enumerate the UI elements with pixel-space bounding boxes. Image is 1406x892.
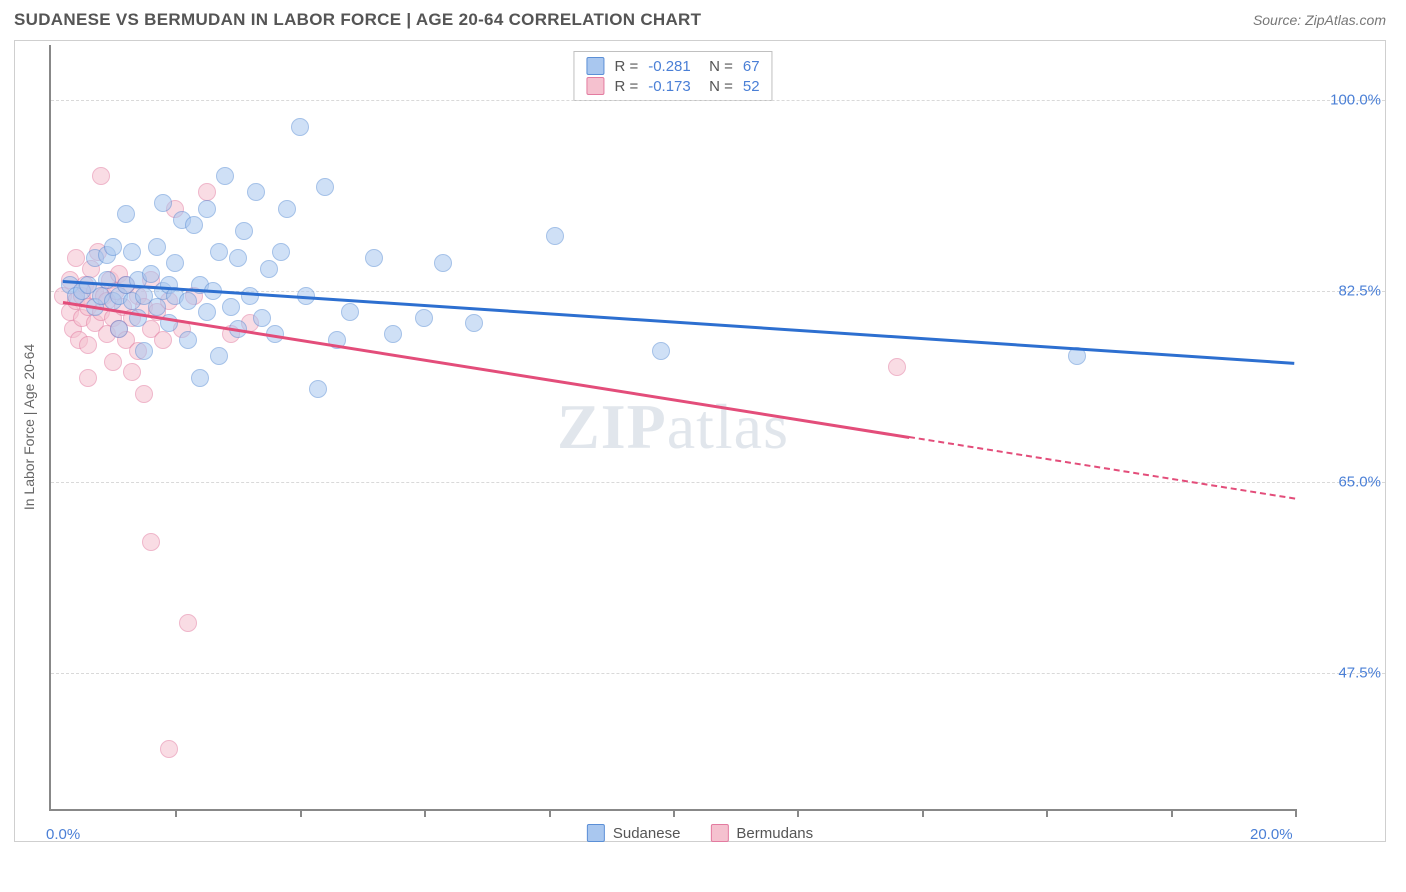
data-point xyxy=(98,271,116,289)
data-point xyxy=(179,614,197,632)
watermark: ZIPatlas xyxy=(557,390,789,464)
data-point xyxy=(415,309,433,327)
data-point xyxy=(652,342,670,360)
legend-row: R = -0.173 N = 52 xyxy=(586,76,759,96)
data-point xyxy=(117,205,135,223)
data-point xyxy=(253,309,271,327)
data-point xyxy=(278,200,296,218)
legend-r-value: -0.281 xyxy=(648,58,691,75)
data-point xyxy=(272,243,290,261)
data-point xyxy=(235,222,253,240)
correlation-legend: R = -0.281 N = 67 R = -0.173 N = 52 xyxy=(573,51,772,101)
legend-n-value: 67 xyxy=(743,58,760,75)
data-point xyxy=(79,369,97,387)
data-point xyxy=(434,254,452,272)
legend-swatch xyxy=(586,57,604,75)
data-point xyxy=(179,292,197,310)
data-point xyxy=(229,249,247,267)
y-tick-label: 65.0% xyxy=(1301,473,1381,490)
x-tick xyxy=(797,809,799,817)
data-point xyxy=(135,385,153,403)
chart-container: In Labor Force | Age 20-64 ZIPatlas R =-… xyxy=(14,40,1386,842)
x-tick xyxy=(922,809,924,817)
data-point xyxy=(198,200,216,218)
data-point xyxy=(123,243,141,261)
data-point xyxy=(546,227,564,245)
data-point xyxy=(110,320,128,338)
legend-r-value: -0.173 xyxy=(648,78,691,95)
legend-item: Sudanese xyxy=(587,824,681,842)
legend-swatch xyxy=(586,77,604,95)
data-point xyxy=(316,178,334,196)
chart-title: SUDANESE VS BERMUDAN IN LABOR FORCE | AG… xyxy=(14,10,701,30)
y-axis-title: In Labor Force | Age 20-64 xyxy=(21,344,37,510)
data-point xyxy=(123,363,141,381)
legend-swatch xyxy=(710,824,728,842)
source-label: Source: ZipAtlas.com xyxy=(1253,12,1386,28)
gridline xyxy=(51,100,1385,101)
data-point xyxy=(465,314,483,332)
legend-n-value: 52 xyxy=(743,78,760,95)
data-point xyxy=(260,260,278,278)
data-point xyxy=(104,353,122,371)
x-tick xyxy=(424,809,426,817)
x-tick xyxy=(1295,809,1297,817)
x-tick xyxy=(1171,809,1173,817)
data-point xyxy=(67,249,85,267)
trend-line xyxy=(909,436,1295,499)
data-point xyxy=(291,118,309,136)
plot-area: In Labor Force | Age 20-64 ZIPatlas R =-… xyxy=(49,45,1295,811)
data-point xyxy=(341,303,359,321)
data-point xyxy=(148,238,166,256)
y-tick-label: 47.5% xyxy=(1301,664,1381,681)
data-point xyxy=(154,194,172,212)
trend-line xyxy=(63,301,909,438)
data-point xyxy=(185,216,203,234)
data-point xyxy=(888,358,906,376)
data-point xyxy=(179,331,197,349)
series-legend: Sudanese Bermudans xyxy=(587,824,813,842)
data-point xyxy=(241,287,259,305)
data-point xyxy=(222,298,240,316)
data-point xyxy=(191,369,209,387)
data-point xyxy=(104,238,122,256)
data-point xyxy=(142,265,160,283)
data-point xyxy=(210,243,228,261)
x-axis-min-label: 0.0% xyxy=(46,826,80,843)
legend-r-label: R = xyxy=(614,58,638,75)
legend-r-label: R = xyxy=(614,78,638,95)
x-tick xyxy=(549,809,551,817)
y-tick-label: 82.5% xyxy=(1301,282,1381,299)
x-tick xyxy=(1046,809,1048,817)
legend-swatch xyxy=(587,824,605,842)
data-point xyxy=(135,342,153,360)
data-point xyxy=(384,325,402,343)
data-point xyxy=(92,167,110,185)
data-point xyxy=(166,254,184,272)
legend-label: Sudanese xyxy=(613,825,681,842)
x-tick xyxy=(300,809,302,817)
data-point xyxy=(309,380,327,398)
data-point xyxy=(198,303,216,321)
data-point xyxy=(154,331,172,349)
x-axis-max-label: 20.0% xyxy=(1250,826,1293,843)
data-point xyxy=(247,183,265,201)
data-point xyxy=(142,533,160,551)
data-point xyxy=(216,167,234,185)
legend-label: Bermudans xyxy=(736,825,813,842)
data-point xyxy=(210,347,228,365)
data-point xyxy=(160,740,178,758)
gridline xyxy=(51,673,1385,674)
data-point xyxy=(365,249,383,267)
data-point xyxy=(198,183,216,201)
x-tick xyxy=(175,809,177,817)
y-tick-label: 100.0% xyxy=(1301,91,1381,108)
data-point xyxy=(148,298,166,316)
legend-n-label: N = xyxy=(701,78,733,95)
x-tick xyxy=(673,809,675,817)
data-point xyxy=(79,336,97,354)
legend-item: Bermudans xyxy=(710,824,813,842)
legend-row: R = -0.281 N = 67 xyxy=(586,56,759,76)
legend-n-label: N = xyxy=(701,58,733,75)
